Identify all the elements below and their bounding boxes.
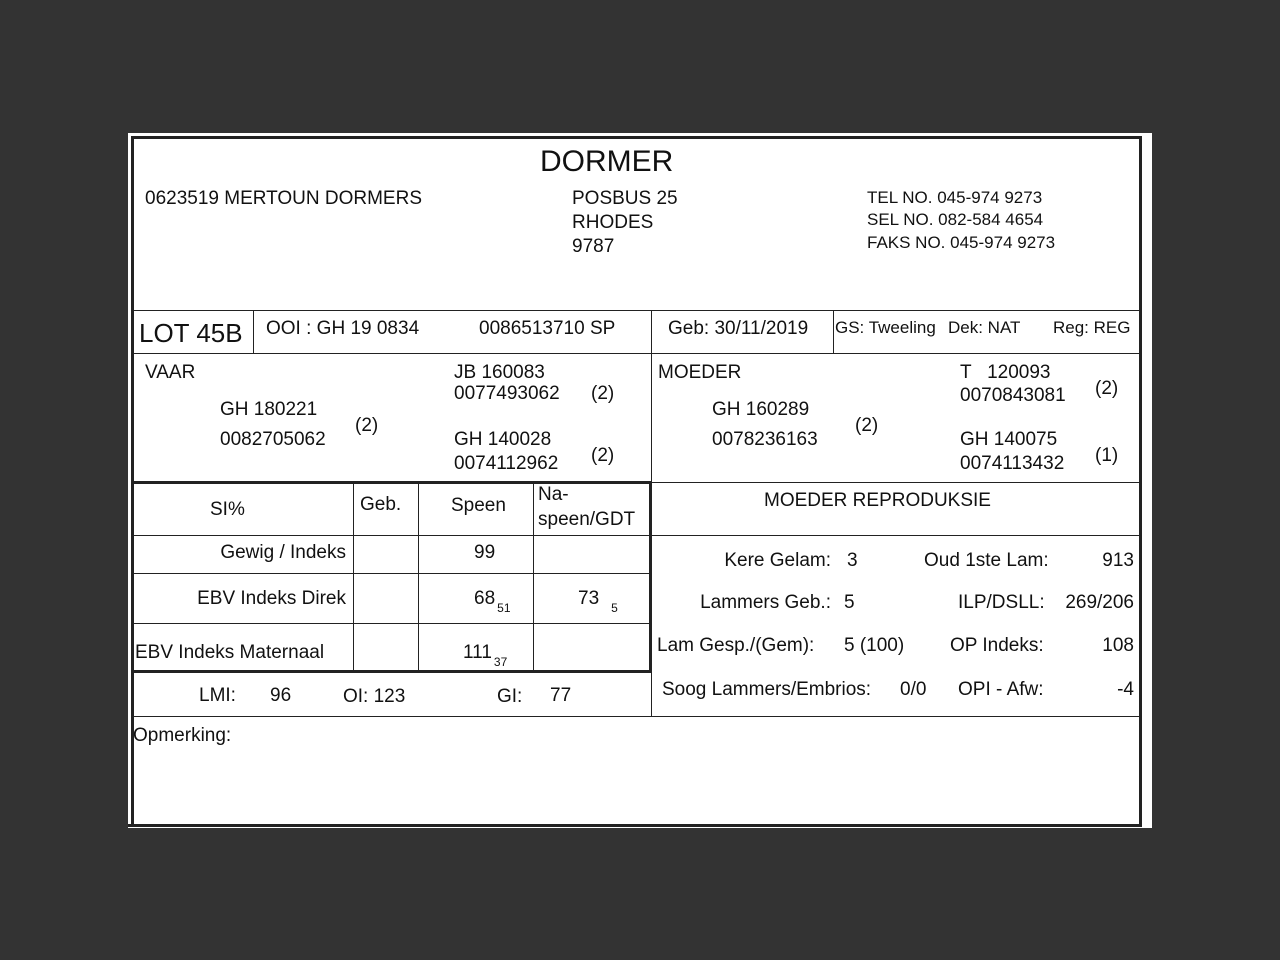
address-line: POSBUS 25 [572, 188, 678, 209]
speen-value: 111 [463, 642, 492, 663]
reproduction-title: MOEDER REPRODUKSIE [764, 490, 991, 511]
divider [133, 353, 1141, 354]
repro-label: OPI - Afw: [958, 679, 1044, 700]
col-naspeen: Na- [538, 484, 569, 505]
sire-id: GH 180221 [220, 399, 318, 420]
divider [418, 482, 419, 672]
gi-label: GI: [497, 686, 523, 707]
col-si: SI% [210, 499, 245, 520]
breed-title: DORMER [540, 145, 674, 178]
dam-sire-num: 0070843081 [960, 385, 1066, 406]
repro-label: Lam Gesp./(Gem): [657, 635, 815, 656]
repro-label: ILP/DSLL: [958, 592, 1045, 613]
oi: OI: 123 [343, 686, 406, 707]
divider [133, 310, 1141, 311]
gi-value: 77 [550, 685, 572, 706]
lmi-value: 96 [270, 685, 292, 706]
row-label: Gewig / Indeks [220, 542, 346, 563]
repro-value: 913 [1102, 550, 1134, 571]
sire-num: 0082705062 [220, 429, 326, 450]
col-geb: Geb. [360, 494, 402, 515]
divider [651, 482, 1141, 483]
divider [131, 136, 134, 826]
ooi-id: OOI : GH 19 0834 [266, 318, 420, 339]
sire-sire-grade: (2) [591, 383, 615, 404]
repro-value: 0/0 [900, 679, 927, 700]
address-line: RHODES [572, 212, 654, 233]
speen-value: 99 [474, 542, 496, 563]
lot-card: DORMER 0623519 MERTOUN DORMERS POSBUS 25… [128, 133, 1152, 828]
repro-value: 5 (100) [844, 635, 905, 656]
col-speen: Speen [451, 495, 506, 516]
remark-label: Opmerking: [133, 725, 232, 746]
dam-dam-id: GH 140075 [960, 429, 1058, 450]
breeder-name: 0623519 MERTOUN DORMERS [145, 188, 423, 209]
repro-value: 5 [844, 592, 855, 613]
dam-id: GH 160289 [712, 399, 810, 420]
reg: Reg: REG [1053, 318, 1131, 337]
repro-label: Oud 1ste Lam: [924, 550, 1049, 571]
row-label: EBV Indeks Direk [197, 588, 346, 609]
sire-dam-id: GH 140028 [454, 429, 552, 450]
dek: Dek: NAT [948, 318, 1021, 337]
divider [253, 310, 254, 353]
dam-sire-id: T 120093 [960, 362, 1051, 383]
sire-sire-id: JB 160083 [454, 362, 545, 383]
divider [128, 824, 1142, 827]
divider [1139, 136, 1142, 826]
sire-dam-grade: (2) [591, 445, 615, 466]
dam-sire-grade: (2) [1095, 378, 1119, 399]
divider [833, 310, 834, 353]
accuracy: 51 [497, 601, 511, 615]
lot-number: LOT 45B [139, 318, 243, 348]
sire-dam-num: 0074112962 [454, 453, 559, 474]
fax: FAKS NO. 045-974 9273 [867, 233, 1056, 252]
dam-grade: (2) [855, 415, 879, 436]
sire-sire-num: 0077493062 [454, 383, 560, 404]
repro-value: 3 [847, 550, 858, 571]
accuracy: 37 [493, 655, 508, 669]
divider [133, 623, 651, 624]
divider [131, 136, 1142, 139]
col-naspeen-2: speen/GDT [538, 509, 636, 530]
repro-value: -4 [1117, 679, 1134, 700]
dam-dam-num: 0074113432 [960, 453, 1065, 474]
dam-label: MOEDER [658, 362, 742, 383]
registration-number: 0086513710 SP [479, 318, 616, 339]
divider [649, 482, 652, 672]
sire-grade: (2) [355, 415, 379, 436]
divider [133, 535, 1141, 536]
cell: SEL NO. 082-584 4654 [867, 210, 1044, 229]
accuracy: 5 [611, 601, 618, 615]
divider [133, 573, 651, 574]
sire-label: VAAR [145, 362, 196, 383]
address-line: 9787 [572, 236, 615, 257]
repro-value: 108 [1102, 635, 1134, 656]
repro-label: Lammers Geb.: [700, 592, 831, 613]
speen-value: 68 [474, 588, 496, 609]
repro-label: Kere Gelam: [724, 550, 831, 571]
divider [133, 481, 651, 484]
birth-date: Geb: 30/11/2019 [668, 318, 809, 339]
lmi-label: LMI: [199, 685, 236, 706]
naspeen-value: 73 [578, 588, 600, 609]
dam-num: 0078236163 [712, 429, 818, 450]
tel: TEL NO. 045-974 9273 [867, 188, 1043, 207]
divider [353, 482, 354, 672]
birth-status: GS: Tweeling [835, 318, 936, 337]
repro-label: Soog Lammers/Embrios: [662, 679, 872, 700]
divider [133, 716, 1141, 717]
repro-label: OP Indeks: [950, 635, 1044, 656]
row-label: EBV Indeks Maternaal [135, 642, 325, 663]
divider [133, 670, 651, 673]
divider [533, 482, 534, 672]
dam-dam-grade: (1) [1095, 445, 1119, 466]
repro-value: 269/206 [1065, 592, 1134, 613]
